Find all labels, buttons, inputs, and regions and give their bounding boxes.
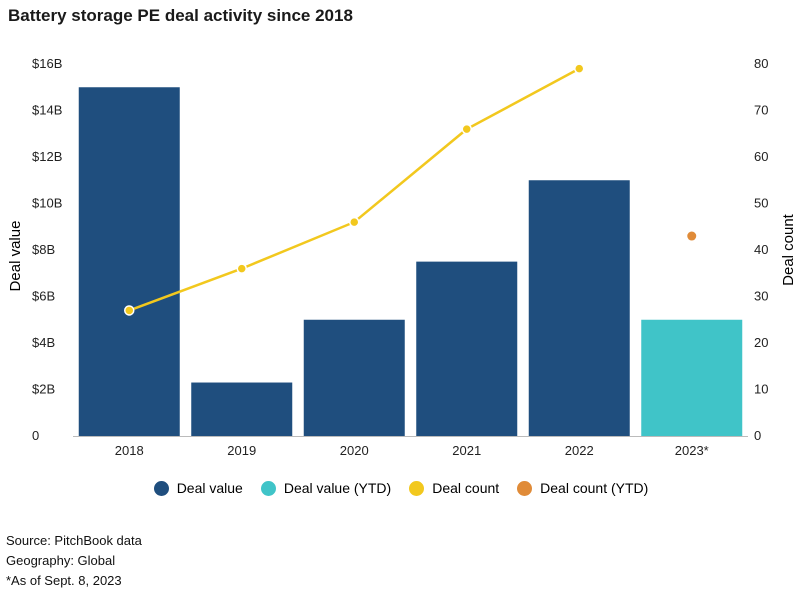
y-tick-label: 0 bbox=[32, 428, 39, 443]
y2-tick-label: 10 bbox=[754, 382, 768, 397]
deal-count-ytd-point bbox=[687, 231, 697, 241]
legend-item-deal-count: Deal count bbox=[409, 480, 499, 496]
legend-swatch bbox=[409, 480, 425, 496]
legend-label: Deal count bbox=[432, 480, 500, 496]
combo-chart: 0 $2B $4B $6B $8B $10B $12B $14B $16B 0 10 20 30 40 5… bbox=[7, 56, 797, 458]
y-tick-label: $16B bbox=[32, 56, 62, 71]
y-tick-label: $12B bbox=[32, 149, 62, 164]
y-tick-label: $10B bbox=[32, 196, 62, 211]
footnotes: Source: PitchBook data Geography: Global… bbox=[6, 531, 142, 591]
legend: Deal value Deal value (YTD) Deal count D… bbox=[0, 480, 802, 496]
right-axis-ticks: 0 10 20 30 40 50 60 70 80 bbox=[754, 56, 768, 443]
deal-value-bar bbox=[78, 87, 180, 436]
legend-swatch bbox=[153, 480, 169, 496]
y-axis-title: Deal value bbox=[7, 221, 24, 292]
y2-tick-label: 70 bbox=[754, 103, 768, 118]
x-axis-ticks: 2018 2019 2020 2021 2022 2023* bbox=[115, 443, 709, 458]
x-tick-label: 2022 bbox=[565, 443, 594, 458]
y2-tick-label: 50 bbox=[754, 196, 768, 211]
y2-tick-label: 80 bbox=[754, 56, 768, 71]
deal-count-point bbox=[574, 63, 585, 74]
legend-swatch bbox=[260, 480, 276, 496]
deal-count-point bbox=[461, 123, 472, 135]
y-tick-label: $14B bbox=[32, 103, 62, 118]
legend-label: Deal count (YTD) bbox=[540, 480, 649, 496]
x-tick-label: 2020 bbox=[340, 443, 369, 458]
y2-tick-label: 40 bbox=[754, 242, 768, 257]
deal-value-ytd-bar bbox=[641, 319, 743, 436]
y-tick-label: $6B bbox=[32, 289, 55, 304]
y-tick-label: $4B bbox=[32, 335, 55, 350]
legend-item-deal-count-ytd: Deal count (YTD) bbox=[517, 480, 648, 496]
y2-tick-label: 0 bbox=[754, 428, 761, 443]
legend-swatch bbox=[517, 480, 533, 496]
y2-tick-label: 60 bbox=[754, 149, 768, 164]
deal-value-bar bbox=[191, 382, 293, 436]
x-tick-label: 2018 bbox=[115, 443, 144, 458]
deal-value-bar bbox=[416, 261, 518, 436]
deal-count-points bbox=[124, 63, 697, 316]
x-tick-label: 2023* bbox=[675, 443, 709, 458]
as-of-note: *As of Sept. 8, 2023 bbox=[6, 573, 122, 588]
deal-value-bar bbox=[528, 180, 630, 436]
y-tick-label: $2B bbox=[32, 382, 55, 397]
deal-count-point bbox=[236, 263, 247, 274]
x-tick-label: 2019 bbox=[227, 443, 256, 458]
deal-count-point bbox=[124, 305, 135, 316]
source-note: Source: PitchBook data bbox=[6, 533, 142, 548]
legend-label: Deal value bbox=[176, 480, 243, 496]
geography-note: Geography: Global bbox=[6, 553, 116, 568]
legend-label: Deal value (YTD) bbox=[283, 480, 392, 496]
y2-tick-label: 30 bbox=[754, 289, 768, 304]
legend-item-deal-value: Deal value bbox=[153, 480, 243, 496]
legend-item-deal-value-ytd: Deal value (YTD) bbox=[260, 480, 392, 496]
left-axis-ticks: 0 $2B $4B $6B $8B $10B $12B $14B $16B bbox=[32, 56, 62, 443]
y-tick-label: $8B bbox=[32, 242, 55, 257]
chart-title: Battery storage PE deal activity since 2… bbox=[8, 6, 353, 25]
bar-series bbox=[78, 87, 743, 436]
x-tick-label: 2021 bbox=[452, 443, 481, 458]
y2-tick-label: 20 bbox=[754, 335, 768, 350]
y2-axis-title: Deal count bbox=[780, 213, 797, 286]
deal-value-bar bbox=[303, 319, 405, 436]
deal-count-point bbox=[349, 216, 360, 228]
